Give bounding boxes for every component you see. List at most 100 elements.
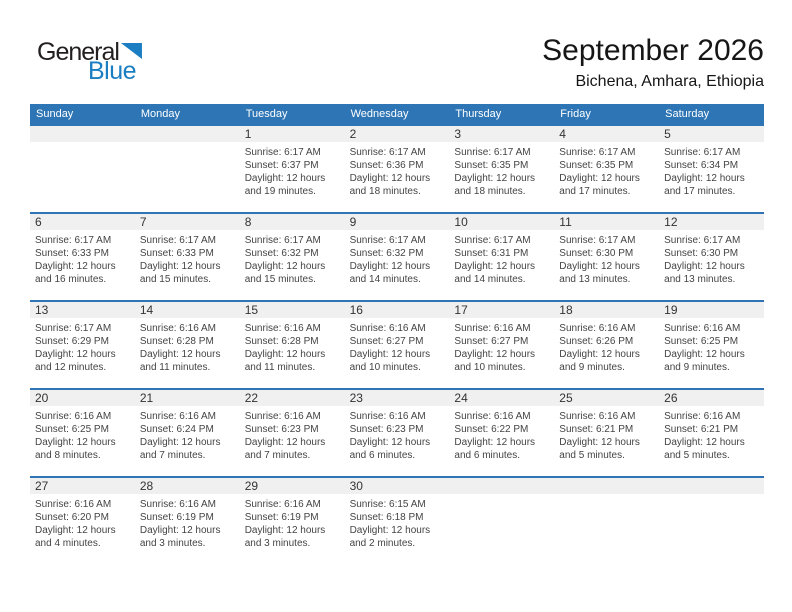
day-sun-info: Sunrise: 6:17 AM Sunset: 6:34 PM Daylight:… — [659, 142, 764, 198]
sun-info-line: Sunset: 6:32 PM — [349, 248, 424, 259]
day-cell: 18 Sunrise: 6:16 AM Sunset: 6:26 PM Dayligh… — [554, 302, 660, 388]
day-number: 29 — [239, 478, 345, 494]
sun-info-line: and 18 minutes. — [349, 186, 421, 197]
sun-info-line: Daylight: 12 hours — [559, 173, 640, 184]
day-number: 22 — [239, 390, 345, 406]
sun-info-line: Sunset: 6:30 PM — [664, 248, 739, 259]
day-sun-info: Sunrise: 6:16 AM Sunset: 6:22 PM Daylight:… — [449, 406, 554, 462]
day-number: 7 — [134, 214, 240, 230]
sun-info-line: Sunset: 6:23 PM — [244, 424, 319, 435]
sun-info-line: Sunset: 6:28 PM — [244, 336, 319, 347]
sun-info-line: Daylight: 12 hours — [664, 173, 745, 184]
day-number: 16 — [344, 302, 450, 318]
day-sun-info: Sunrise: 6:17 AM Sunset: 6:35 PM Daylight:… — [449, 142, 554, 198]
day-cell: 3 Sunrise: 6:17 AM Sunset: 6:35 PM Daylight… — [449, 126, 555, 212]
sun-info-line: and 13 minutes. — [664, 274, 736, 285]
day-cell: 8 Sunrise: 6:17 AM Sunset: 6:32 PM Daylight… — [239, 214, 345, 300]
sun-info-line: Daylight: 12 hours — [664, 437, 745, 448]
day-sun-info: Sunrise: 6:16 AM Sunset: 6:27 PM Daylight:… — [449, 318, 554, 374]
day-sun-info: Sunrise: 6:17 AM Sunset: 6:32 PM Daylight:… — [345, 230, 450, 286]
day-number: 28 — [134, 478, 240, 494]
day-number: 4 — [554, 126, 660, 142]
sun-info-line: Daylight: 12 hours — [454, 349, 536, 360]
day-number: 30 — [344, 478, 450, 494]
sun-info-line: Sunrise: 6:17 AM — [454, 235, 531, 246]
sun-info-line: Daylight: 12 hours — [454, 437, 536, 448]
day-cell: 28 Sunrise: 6:16 AM Sunset: 6:19 PM Dayligh… — [134, 478, 240, 564]
sun-info-line: Sunset: 6:34 PM — [664, 160, 739, 171]
weekday-header-cell: Wednesday — [350, 108, 409, 120]
week-row: 20 Sunrise: 6:16 AM Sunset: 6:25 PM Dayligh… — [30, 388, 764, 476]
day-number: 1 — [239, 126, 345, 142]
sun-info-line: Sunrise: 6:17 AM — [559, 147, 636, 158]
empty-day-cell — [659, 478, 764, 564]
sun-info-line: Sunset: 6:18 PM — [349, 512, 424, 523]
day-number: 10 — [449, 214, 555, 230]
day-number: 25 — [554, 390, 660, 406]
sun-info-line: Sunrise: 6:16 AM — [349, 411, 426, 422]
sun-info-line: Sunset: 6:32 PM — [244, 248, 319, 259]
day-cell: 27 Sunrise: 6:16 AM Sunset: 6:20 PM Dayligh… — [30, 478, 135, 564]
day-sun-info: Sunrise: 6:16 AM Sunset: 6:25 PM Daylight:… — [30, 406, 135, 462]
sun-info-line: and 12 minutes. — [35, 362, 107, 373]
day-number — [134, 126, 240, 142]
sun-info-line: and 18 minutes. — [454, 186, 526, 197]
weekday-header-cell: Tuesday — [245, 108, 288, 120]
sun-info-line: and 7 minutes. — [244, 450, 311, 461]
day-number: 17 — [449, 302, 555, 318]
sun-info-line: and 13 minutes. — [559, 274, 631, 285]
sun-info-line: and 8 minutes. — [35, 450, 101, 461]
week-row: 1 Sunrise: 6:17 AM Sunset: 6:37 PM Daylight… — [30, 124, 764, 212]
day-sun-info: Sunrise: 6:15 AM Sunset: 6:18 PM Daylight:… — [345, 494, 450, 550]
sun-info-line: and 7 minutes. — [139, 450, 206, 461]
day-sun-info: Sunrise: 6:16 AM Sunset: 6:28 PM Daylight:… — [240, 318, 345, 374]
sun-info-line: Sunset: 6:35 PM — [454, 160, 529, 171]
day-sun-info: Sunrise: 6:16 AM Sunset: 6:21 PM Daylight:… — [554, 406, 659, 462]
sun-info-line: Sunrise: 6:17 AM — [349, 147, 426, 158]
sun-info-line: Sunset: 6:19 PM — [139, 512, 214, 523]
sun-info-line: Sunrise: 6:16 AM — [35, 411, 112, 422]
day-number: 18 — [554, 302, 660, 318]
day-number: 14 — [134, 302, 240, 318]
sun-info-line: Sunrise: 6:17 AM — [664, 235, 741, 246]
sun-info-line: Sunrise: 6:16 AM — [559, 323, 636, 334]
day-sun-info: Sunrise: 6:17 AM Sunset: 6:33 PM Daylight:… — [135, 230, 240, 286]
sun-info-line: and 3 minutes. — [244, 538, 311, 549]
sun-info-line: Sunrise: 6:16 AM — [244, 499, 321, 510]
sun-info-line: Sunset: 6:29 PM — [35, 336, 109, 347]
day-cell: 26 Sunrise: 6:16 AM Sunset: 6:21 PM Dayligh… — [659, 390, 764, 476]
sun-info-line: Sunrise: 6:16 AM — [139, 323, 216, 334]
sun-info-line: and 3 minutes. — [139, 538, 206, 549]
sun-info-line: Sunrise: 6:17 AM — [664, 147, 741, 158]
day-cell: 19 Sunrise: 6:16 AM Sunset: 6:25 PM Dayligh… — [659, 302, 764, 388]
sun-info-line: and 5 minutes. — [559, 450, 625, 461]
day-cell: 30 Sunrise: 6:15 AM Sunset: 6:18 PM Dayligh… — [344, 478, 450, 564]
day-cell: 12 Sunrise: 6:17 AM Sunset: 6:30 PM Dayligh… — [659, 214, 764, 300]
empty-day-cell — [30, 126, 135, 212]
sun-info-line: Sunrise: 6:17 AM — [349, 235, 426, 246]
day-number: 8 — [239, 214, 345, 230]
sun-info-line: Daylight: 12 hours — [349, 349, 431, 360]
sun-info-line: and 5 minutes. — [664, 450, 730, 461]
calendar-table: Sunday Monday Tuesday Wednesday Thursday Frid… — [30, 104, 764, 564]
logo-text-general: General — [37, 38, 120, 66]
sun-info-line: Sunset: 6:35 PM — [559, 160, 634, 171]
empty-day-cell — [449, 478, 555, 564]
sun-info-line: Sunrise: 6:16 AM — [349, 323, 426, 334]
day-cell: 24 Sunrise: 6:16 AM Sunset: 6:22 PM Dayligh… — [449, 390, 555, 476]
day-number: 26 — [659, 390, 764, 406]
sun-info-line: and 10 minutes. — [454, 362, 526, 373]
sun-info-line: Sunset: 6:27 PM — [454, 336, 529, 347]
sun-info-line: and 6 minutes. — [454, 450, 521, 461]
sun-info-line: Daylight: 12 hours — [139, 349, 221, 360]
sun-info-line: Daylight: 12 hours — [349, 261, 431, 272]
day-sun-info: Sunrise: 6:16 AM Sunset: 6:20 PM Daylight:… — [30, 494, 135, 550]
day-sun-info: Sunrise: 6:16 AM Sunset: 6:21 PM Daylight:… — [659, 406, 764, 462]
sun-info-line: Daylight: 12 hours — [559, 261, 640, 272]
day-sun-info: Sunrise: 6:16 AM Sunset: 6:26 PM Daylight:… — [554, 318, 659, 374]
sun-info-line: Daylight: 12 hours — [559, 349, 640, 360]
weekday-header-cell: Saturday — [665, 108, 710, 120]
day-number: 11 — [554, 214, 660, 230]
sun-info-line: Sunset: 6:28 PM — [139, 336, 214, 347]
